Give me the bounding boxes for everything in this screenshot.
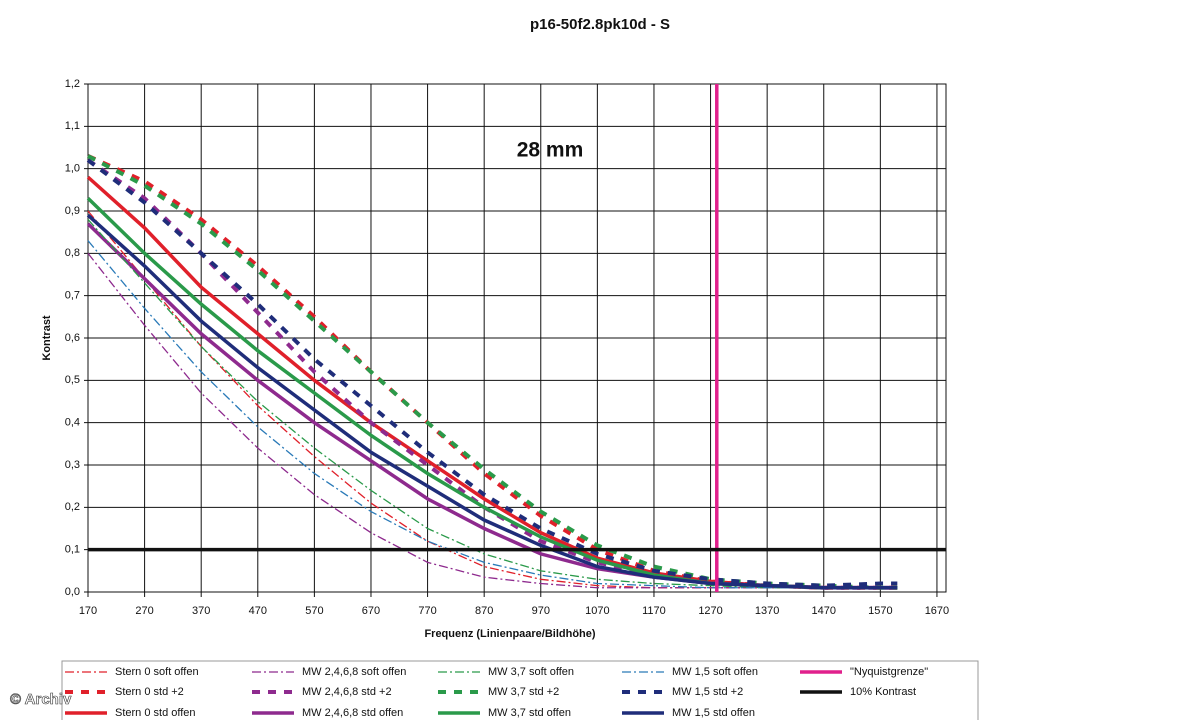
x-tick-label: 170	[79, 605, 97, 617]
legend-label: MW 3,7 soft offen	[488, 666, 574, 678]
x-tick-label: 770	[418, 605, 436, 617]
series-line	[87, 240, 898, 589]
y-tick-label: 1,2	[65, 78, 80, 90]
x-tick-label: 1270	[698, 605, 722, 617]
x-tick-label: 1070	[585, 605, 609, 617]
y-tick-label: 0,4	[65, 417, 80, 429]
x-tick-label: 1170	[642, 605, 666, 617]
legend-label: MW 2,4,6,8 soft offen	[302, 666, 406, 678]
x-tick-label: 370	[192, 605, 210, 617]
legend-label: "Nyquistgrenze"	[850, 666, 928, 678]
legend-label: MW 2,4,6,8 std +2	[302, 686, 392, 698]
legend-label: MW 3,7 std offen	[488, 707, 571, 719]
legend-label: MW 2,4,6,8 std offen	[302, 707, 403, 719]
x-tick-label: 1470	[812, 605, 836, 617]
y-tick-label: 1,0	[65, 163, 80, 175]
y-tick-label: 0,5	[65, 374, 80, 386]
x-tick-label: 970	[532, 605, 550, 617]
y-tick-label: 0,6	[65, 332, 80, 344]
x-tick-label: 670	[362, 605, 380, 617]
annotation: 28 mm	[517, 139, 584, 162]
y-tick-label: 0,8	[65, 247, 80, 259]
x-tick-label: 1370	[755, 605, 779, 617]
chart-title: p16-50f2.8pk10d - S	[530, 16, 670, 33]
x-tick-label: 1670	[925, 605, 949, 617]
x-tick-label: 870	[475, 605, 493, 617]
y-tick-label: 0,0	[65, 586, 80, 598]
x-axis-title: Frequenz (Linienpaare/Bildhöhe)	[424, 628, 595, 640]
legend-label: MW 1,5 soft offen	[672, 666, 758, 678]
y-tick-label: 1,1	[65, 120, 80, 132]
y-tick-label: 0,3	[65, 459, 80, 471]
y-tick-label: 0,2	[65, 501, 80, 513]
y-tick-label: 0,7	[65, 290, 80, 302]
series-line	[86, 158, 898, 588]
legend-label: Stern 0 std offen	[115, 707, 196, 719]
legend-label: Stern 0 std +2	[115, 686, 184, 698]
series-line	[86, 213, 898, 590]
legend-label: Stern 0 soft offen	[115, 666, 199, 678]
legend-box	[61, 660, 979, 720]
legend-label: MW 1,5 std offen	[672, 707, 755, 719]
y-axis-title: Kontrast	[41, 315, 53, 361]
legend-label: 10% Kontrast	[850, 686, 916, 698]
y-tick-label: 0,1	[65, 544, 80, 556]
watermark: © Archiv	[10, 691, 72, 708]
y-tick-label: 0,9	[65, 205, 80, 217]
x-tick-label: 1570	[868, 605, 892, 617]
legend-label: MW 1,5 std +2	[672, 686, 743, 698]
legend-label: MW 3,7 std +2	[488, 686, 559, 698]
x-tick-label: 570	[305, 605, 323, 617]
x-tick-label: 470	[249, 605, 267, 617]
x-tick-label: 270	[135, 605, 153, 617]
